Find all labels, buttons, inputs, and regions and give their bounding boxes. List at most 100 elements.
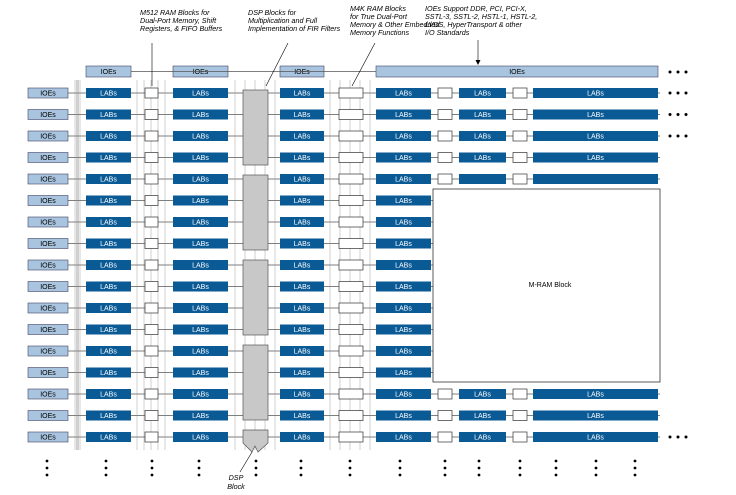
lab-label: LABs [395,198,412,205]
annotation: SSTL-3, SSTL-2, HSTL-1, HSTL-2, [425,12,537,21]
leader [265,42,289,87]
lab [376,432,431,442]
side-ioe [27,367,69,378]
lab [173,174,228,184]
lab-label: LABs [192,327,209,334]
continuation-dot [633,473,637,477]
ram-block [338,345,364,357]
side-ioe [27,259,69,271]
lab-label: LABs [395,219,412,226]
mram-label: M-RAM Block [529,282,572,289]
lab-label: LABs [474,155,491,162]
lab-label: LABs [294,284,311,291]
ioe-label: IOEs [40,241,56,248]
ram-block [512,410,528,421]
continuation-dot [443,473,447,477]
lab [173,260,228,270]
side-ioe [27,302,69,314]
lab-label: LABs [192,176,209,183]
ioe-label: IOEs [509,69,525,76]
continuation-dot [684,435,688,439]
continuation-dot [299,466,303,470]
lab [280,410,324,421]
ram-block [512,152,528,163]
lab-label: LABs [294,305,311,312]
ioe-label: IOEs [101,69,117,76]
lab-label: LABs [100,305,117,312]
dsp-block [242,174,269,251]
lab [173,346,228,356]
ram-block [144,195,159,206]
lab-label: LABs [192,284,209,291]
dsp-caption: Block [227,482,245,491]
lab-label: LABs [294,241,311,248]
lab [376,260,431,270]
lab-label: LABs [192,133,209,140]
lab [280,281,324,292]
ram-block [338,367,364,378]
lab [173,109,228,120]
leader [351,42,376,87]
lab-label: LABs [100,262,117,269]
lab [86,410,131,421]
ram-block [144,302,159,314]
ram-block [512,130,528,142]
ram-block [338,195,364,206]
lab-label: LABs [474,413,491,420]
continuation-dot [150,466,154,470]
lab-label: LABs [294,413,311,420]
continuation-dot [398,459,402,463]
lab-label: LABs [192,219,209,226]
side-ioe [27,410,69,421]
lab [86,152,131,163]
lab-label: LABs [294,348,311,355]
lab-label: LABs [395,370,412,377]
ram-block [437,173,453,185]
continuation-dot [299,473,303,477]
lab-label: LABs [294,219,311,226]
lab [459,131,506,141]
lab [376,324,431,335]
continuation-dot [104,473,108,477]
annotation: for True Dual-Port [350,12,408,21]
lab [376,238,431,249]
side-ioe [27,195,69,206]
ram-block [437,130,453,142]
lab-label: LABs [294,112,311,119]
ram-block [338,130,364,142]
lab [376,88,431,98]
ioe-label: IOEs [40,370,56,377]
continuation-dot [398,473,402,477]
annotation: Dual-Port Memory, Shift [140,16,217,25]
lab [376,152,431,163]
lab [86,109,131,120]
lab-label: LABs [474,434,491,441]
lab-label: LABs [474,112,491,119]
lab-label: LABs [474,391,491,398]
continuation-dot [676,435,680,439]
lab-label: LABs [395,90,412,97]
ram-block [338,87,364,99]
ram-block [338,388,364,400]
lab [86,238,131,249]
lab [173,281,228,292]
continuation-dot [299,459,303,463]
lab [86,367,131,378]
lab [533,88,658,98]
lab-label: LABs [192,241,209,248]
lab [173,152,228,163]
lab-label: LABs [395,391,412,398]
ram-block [338,281,364,292]
lab [173,432,228,442]
lab [86,174,131,184]
side-ioe [27,173,69,185]
arrow-head [475,60,481,65]
lab [173,303,228,313]
ram-block [144,87,159,99]
ram-block [144,173,159,185]
ram-block [338,431,364,443]
annotation: DSP Blocks for [248,8,297,17]
lab [533,109,658,120]
dsp-block [242,89,269,166]
